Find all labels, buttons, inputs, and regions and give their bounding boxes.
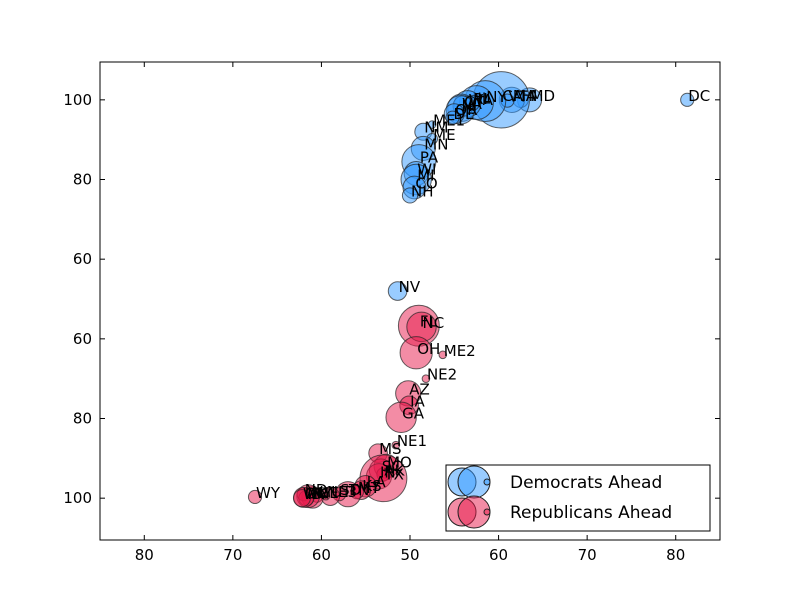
x-tick-label: 70 xyxy=(578,546,597,564)
point-label: NE3 xyxy=(327,483,357,501)
point-label: AZ xyxy=(409,380,430,398)
point-label: KS xyxy=(362,477,381,495)
point-label: WY xyxy=(256,484,281,502)
bubble xyxy=(385,401,417,434)
point-label: MS xyxy=(379,440,401,458)
point-label: OH xyxy=(417,340,440,358)
point-label: NC xyxy=(423,314,445,332)
y-tick-label: 80 xyxy=(73,171,92,189)
y-tick-label: 100 xyxy=(63,489,92,507)
point-label: ND xyxy=(305,481,328,499)
point-label: SC xyxy=(382,457,402,475)
point-label: CO xyxy=(415,174,437,192)
point-label: NM xyxy=(424,119,448,137)
bubble xyxy=(399,336,433,370)
point-label: ME xyxy=(433,126,455,144)
point-label: RI xyxy=(473,90,488,108)
point-label: NJ xyxy=(461,97,477,115)
y-tick-label: 100 xyxy=(63,91,92,109)
legend-label: Democrats Ahead xyxy=(510,473,662,493)
point-label: TN xyxy=(348,481,369,499)
x-tick-label: 60 xyxy=(312,546,331,564)
bubble xyxy=(438,350,448,360)
point-label: NY xyxy=(486,88,507,106)
point-label: MN xyxy=(424,135,448,153)
bubble xyxy=(391,440,401,450)
x-tick-label: 80 xyxy=(666,546,685,564)
point-label: NE xyxy=(318,484,339,502)
plot-frame xyxy=(99,61,721,541)
x-tick-label: 60 xyxy=(489,546,508,564)
point-label: MD xyxy=(531,87,556,105)
bubble xyxy=(292,489,311,508)
point-label: NH xyxy=(411,182,434,200)
bubble xyxy=(247,489,263,505)
point-label: AK xyxy=(384,461,405,479)
bubble xyxy=(321,491,331,501)
point-label: MT xyxy=(358,479,381,497)
legend-marker xyxy=(483,508,491,516)
bubble xyxy=(401,187,419,204)
y-tick-label: 60 xyxy=(73,250,92,268)
point-label: NE2 xyxy=(427,366,457,384)
point-label: VA xyxy=(462,95,482,113)
point-label: ME1 xyxy=(433,112,465,130)
point-label: OR xyxy=(455,101,477,119)
bubble xyxy=(387,281,408,301)
point-label: CA xyxy=(502,87,523,105)
legend-marker xyxy=(483,478,491,486)
point-label: OK xyxy=(305,484,328,502)
point-label: MO xyxy=(387,453,412,471)
point-label: IN xyxy=(380,463,396,481)
legend-label: Republicans Ahead xyxy=(510,503,672,523)
point-label: NE1 xyxy=(397,432,427,450)
point-label: WI xyxy=(417,161,436,179)
point-label: ME2 xyxy=(444,342,476,360)
point-label: FL xyxy=(420,313,438,331)
point-label: DE xyxy=(454,105,475,123)
point-label: MI xyxy=(417,167,434,185)
point-label: PA xyxy=(420,149,439,167)
point-label: TX xyxy=(383,465,403,483)
point-label: HI xyxy=(522,87,538,105)
bubble xyxy=(421,374,431,383)
point-label: SD xyxy=(340,481,361,499)
point-label: LA xyxy=(367,473,387,491)
y-tick-label: 80 xyxy=(73,410,92,428)
point-label: ID xyxy=(307,485,323,503)
point-label: IL xyxy=(477,90,490,108)
point-label: VT xyxy=(508,88,528,106)
x-tick-label: 70 xyxy=(223,546,242,564)
point-label: MA xyxy=(513,87,537,105)
point-label: IA xyxy=(410,392,425,410)
x-tick-label: 80 xyxy=(135,546,154,564)
legend: Democrats Ahead Republicans Ahead xyxy=(445,464,711,532)
point-label: CT xyxy=(464,93,484,111)
point-label: GA xyxy=(402,404,425,422)
point-label: KY xyxy=(314,484,333,502)
point-label: WV xyxy=(303,485,329,503)
bubble xyxy=(445,110,460,125)
x-tick-label: 50 xyxy=(400,546,419,564)
point-label: UT xyxy=(331,483,352,501)
y-tick-label: 60 xyxy=(73,330,92,348)
legend-box xyxy=(445,464,711,532)
bubble xyxy=(680,92,695,107)
point-label: NV xyxy=(399,278,421,296)
point-label: WA xyxy=(469,91,494,109)
point-label: DC xyxy=(688,87,710,105)
point-label: AL xyxy=(309,483,328,501)
